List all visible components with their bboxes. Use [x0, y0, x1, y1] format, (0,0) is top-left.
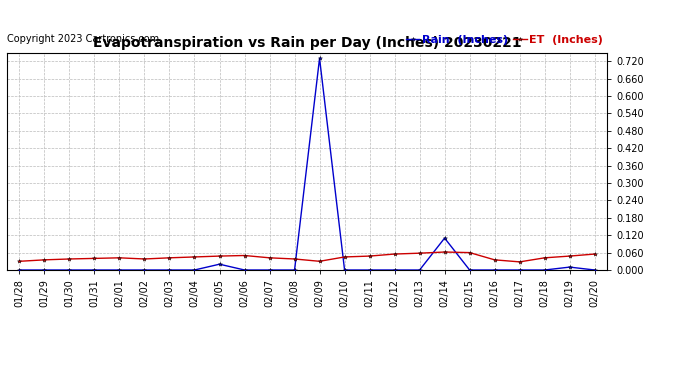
- ET  (Inches): [491, 258, 499, 262]
- ET  (Inches): [566, 254, 574, 258]
- Rain  (Inches): [566, 265, 574, 269]
- Line: Rain  (Inches): Rain (Inches): [17, 56, 597, 272]
- ET  (Inches): [90, 256, 99, 261]
- Rain  (Inches): [240, 268, 248, 272]
- ET  (Inches): [415, 251, 424, 255]
- Rain  (Inches): [391, 268, 399, 272]
- ET  (Inches): [140, 257, 148, 261]
- Text: Copyright 2023 Cartronics.com: Copyright 2023 Cartronics.com: [7, 34, 159, 44]
- Rain  (Inches): [66, 268, 74, 272]
- ET  (Inches): [115, 256, 124, 260]
- ET  (Inches): [540, 256, 549, 260]
- Rain  (Inches): [140, 268, 148, 272]
- ET  (Inches): [240, 253, 248, 258]
- Rain  (Inches): [290, 268, 299, 272]
- ET  (Inches): [166, 256, 174, 260]
- ET  (Inches): [366, 254, 374, 258]
- ET  (Inches): [315, 259, 324, 264]
- ET  (Inches): [215, 254, 224, 258]
- ET  (Inches): [591, 252, 599, 256]
- Rain  (Inches): [190, 268, 199, 272]
- Rain  (Inches): [15, 268, 23, 272]
- ET  (Inches): [66, 257, 74, 261]
- ET  (Inches): [391, 252, 399, 256]
- ET  (Inches): [466, 251, 474, 255]
- Rain  (Inches): [215, 262, 224, 267]
- ET  (Inches): [40, 258, 48, 262]
- Rain  (Inches): [90, 268, 99, 272]
- Rain  (Inches): [540, 268, 549, 272]
- Rain  (Inches): [415, 268, 424, 272]
- ET  (Inches): [15, 259, 23, 264]
- Legend: Rain  (Inches), ET  (Inches): Rain (Inches), ET (Inches): [402, 31, 607, 50]
- ET  (Inches): [290, 257, 299, 261]
- ET  (Inches): [190, 255, 199, 259]
- Rain  (Inches): [40, 268, 48, 272]
- Rain  (Inches): [515, 268, 524, 272]
- ET  (Inches): [515, 260, 524, 264]
- Rain  (Inches): [491, 268, 499, 272]
- ET  (Inches): [440, 250, 449, 254]
- Rain  (Inches): [366, 268, 374, 272]
- ET  (Inches): [266, 256, 274, 260]
- Title: Evapotranspiration vs Rain per Day (Inches) 20230221: Evapotranspiration vs Rain per Day (Inch…: [92, 36, 522, 50]
- Rain  (Inches): [440, 236, 449, 240]
- Rain  (Inches): [166, 268, 174, 272]
- Rain  (Inches): [340, 268, 348, 272]
- Rain  (Inches): [315, 56, 324, 60]
- Rain  (Inches): [591, 268, 599, 272]
- Rain  (Inches): [466, 268, 474, 272]
- Line: ET  (Inches): ET (Inches): [17, 250, 597, 264]
- ET  (Inches): [340, 255, 348, 259]
- Rain  (Inches): [266, 268, 274, 272]
- Rain  (Inches): [115, 268, 124, 272]
